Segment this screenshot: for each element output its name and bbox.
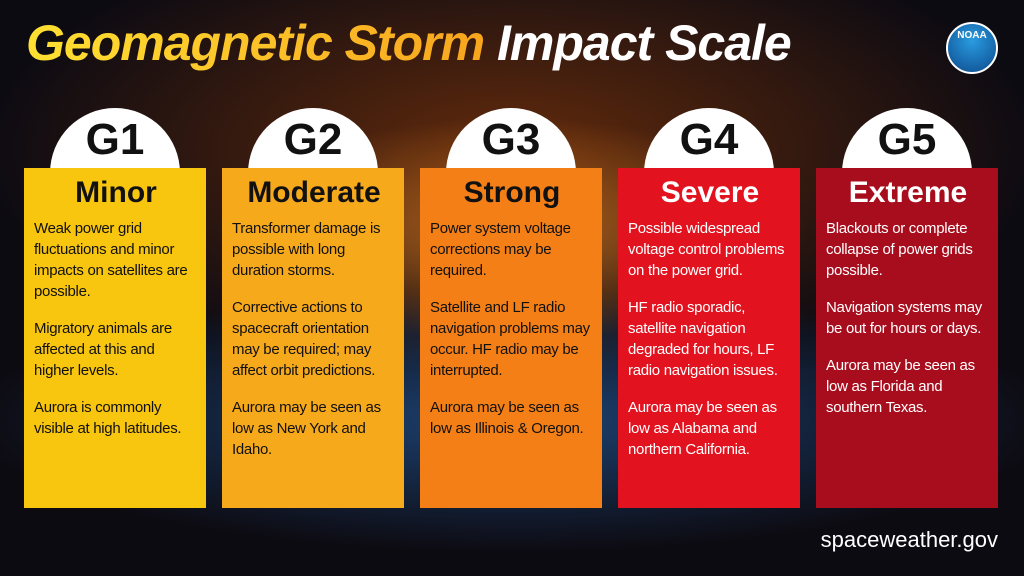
impact-text: Weak power grid fluctuations and minor i… — [34, 220, 188, 300]
impact-text: Aurora is commonly visible at high latit… — [34, 399, 182, 437]
impact-text: Aurora may be seen as low as Alabama and… — [628, 399, 777, 458]
impact-text: Transformer damage is possible with long… — [232, 220, 381, 279]
level-name: Moderate — [247, 176, 381, 209]
impact-text: Aurora may be seen as low as New York an… — [232, 399, 381, 458]
impact-text: Navigation systems may be out for hours … — [826, 299, 982, 337]
logo: NOAA — [946, 22, 998, 74]
impact-text: HF radio sporadic, satellite navigation … — [628, 299, 778, 379]
impact-text: Aurora may be seen as low as Illinois & … — [430, 399, 584, 437]
impact-text: Blackouts or complete collapse of power … — [826, 220, 973, 279]
website: spaceweather.gov — [820, 527, 998, 552]
level-card: Severe Possible widespread voltage contro… — [618, 168, 800, 508]
impact-text: Possible widespread voltage control prob… — [628, 220, 785, 279]
level-name: Strong — [463, 176, 561, 209]
impact-text: Power system voltage corrections may be … — [430, 220, 571, 279]
level-name: Severe — [660, 176, 760, 209]
level-card: Extreme Blackouts or complete collapse of… — [816, 168, 998, 508]
title: Geomagnetic Storm Impact Scale — [26, 14, 792, 72]
level-name: Extreme — [848, 176, 968, 209]
level-card: Minor Weak power grid fluctuations and mi… — [24, 168, 206, 508]
title-highlight: Geomagnetic Storm — [26, 15, 485, 71]
impact-text: Corrective actions to spacecraft orienta… — [232, 299, 376, 379]
level-card: Moderate Transformer damage is possible w… — [222, 168, 404, 508]
title-rest: Impact Scale — [497, 15, 792, 71]
impact-text: Satellite and LF radio navigation proble… — [430, 299, 590, 379]
impact-text: Migratory animals are affected at this a… — [34, 320, 172, 379]
impact-text: Aurora may be seen as low as Florida and… — [826, 357, 975, 416]
level-card: Strong Power system voltage corrections m… — [420, 168, 602, 508]
level-name: Minor — [75, 176, 157, 209]
